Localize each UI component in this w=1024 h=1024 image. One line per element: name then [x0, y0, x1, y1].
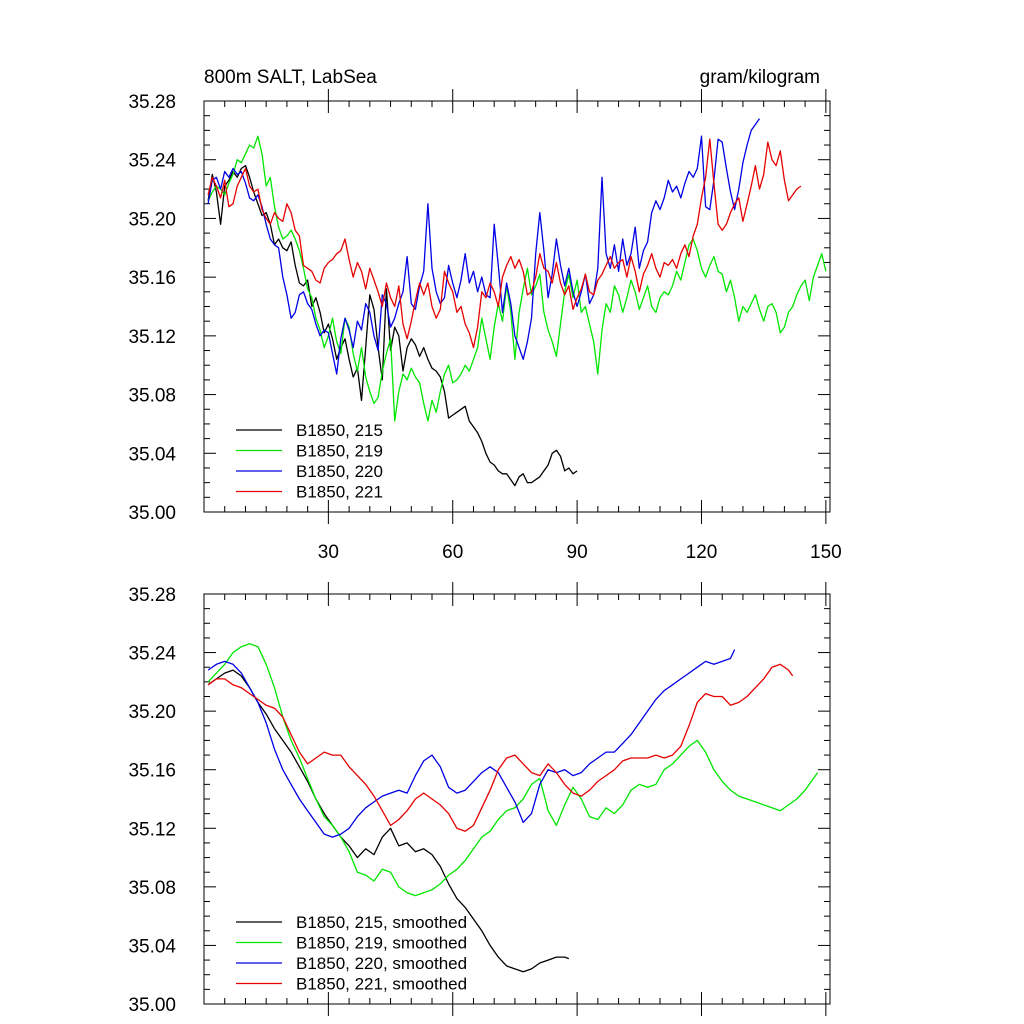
units-label: gram/kilogram: [700, 67, 820, 88]
y-tick-label: 35.00: [128, 995, 176, 1016]
y-tick-label: 35.28: [128, 92, 176, 113]
y-tick-label: 35.20: [128, 209, 176, 230]
legend-label-4: B1850, 221: [296, 483, 383, 502]
legend-label-2: B1850, 219: [296, 442, 383, 461]
series-line-4: [207, 663, 794, 832]
x-tick-label: 90: [567, 542, 588, 563]
series-line-2: [207, 135, 827, 422]
y-tick-label: 35.24: [128, 151, 176, 172]
y-tick-label: 35.00: [128, 503, 176, 524]
y-tick-label: 35.12: [128, 819, 176, 840]
chart-title: 800m SALT, LabSea: [204, 67, 377, 88]
series-line-2: [207, 643, 819, 897]
series-line-1: [207, 669, 570, 973]
x-tick-label: 60: [442, 542, 463, 563]
y-tick-label: 35.08: [128, 386, 176, 407]
y-tick-label: 35.16: [128, 268, 176, 289]
legend-label-2: B1850, 219, smoothed: [296, 934, 467, 953]
top-panel: 35.00 35.04 35.08 35.12 35.16 35.20 35.24 35.28…: [128, 67, 841, 563]
legend-label-1: B1850, 215, smoothed: [296, 913, 467, 932]
series-line-3: [207, 118, 761, 375]
series-line-3: [207, 649, 736, 838]
y-tick-label: 35.28: [128, 585, 176, 606]
x-tick-label: 30: [318, 542, 339, 563]
y-tick-label: 35.20: [128, 702, 176, 723]
y-tick-label: 35.16: [128, 761, 176, 782]
series-line-4: [207, 138, 802, 349]
legend-label-3: B1850, 220: [296, 462, 383, 481]
y-tick-label: 35.24: [128, 644, 176, 665]
y-tick-label: 35.04: [128, 444, 176, 465]
legend-label-3: B1850, 220, smoothed: [296, 954, 467, 973]
legend-label-4: B1850, 221, smoothed: [296, 975, 467, 994]
bottom-panel: 35.00 35.04 35.08 35.12 35.16 35.20 35.24 35.28…: [128, 582, 831, 1016]
y-tick-label: 35.08: [128, 878, 176, 899]
x-tick-label: 150: [810, 542, 842, 563]
y-tick-label: 35.12: [128, 327, 176, 348]
x-tick-label: 120: [686, 542, 718, 563]
y-tick-label: 35.04: [128, 936, 176, 957]
legend-label-1: B1850, 215: [296, 421, 383, 440]
